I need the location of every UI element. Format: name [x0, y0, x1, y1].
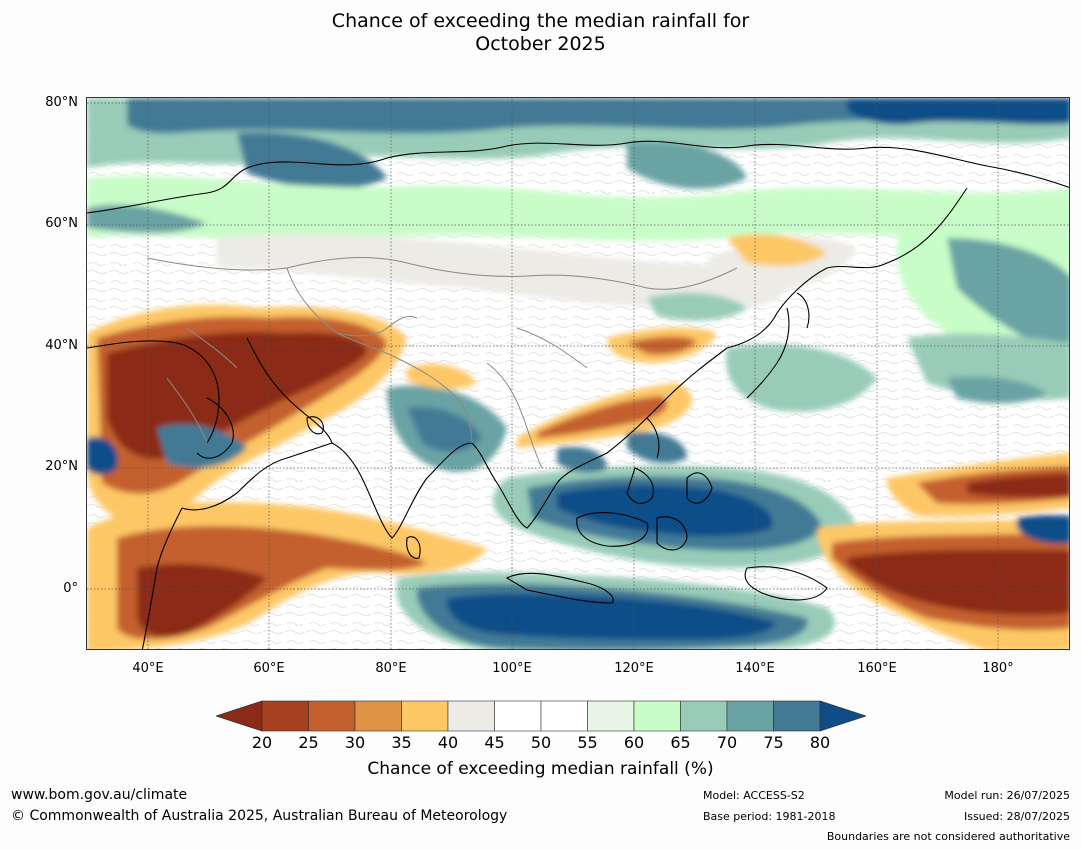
colorbar-cell [726, 700, 774, 732]
lon-label-140e: 140°E [735, 661, 775, 676]
lat-label-40n: 40°N [45, 338, 78, 353]
colorbar-tick-label: 20 [251, 733, 273, 752]
boundaries [146, 257, 738, 469]
rainfall-map [86, 97, 1070, 650]
rainfall-map-svg [87, 98, 1069, 649]
footer-base-period: Base period: 1981-2018 [703, 810, 836, 823]
colorbar-cells [261, 700, 821, 732]
colorbar-tick-label: 35 [391, 733, 412, 752]
colorbar-cell [494, 700, 542, 732]
colorbar-tick-label: 40 [437, 733, 459, 752]
footer-copyright: © Commonwealth of Australia 2025, Austra… [11, 808, 508, 824]
map-title-line1: Chance of exceeding the median rainfall … [331, 10, 750, 32]
colorbar-svg [214, 700, 868, 732]
lat-label-0: 0° [63, 581, 78, 596]
colorbar-above-triangle [819, 700, 868, 732]
lon-label-180: 180° [982, 661, 1014, 676]
footer-model-run: Model run: 26/07/2025 [944, 789, 1070, 802]
colorbar-cell [540, 700, 588, 732]
colorbar-tick-label: 65 [670, 733, 691, 752]
colorbar-tick-label: 75 [763, 733, 784, 752]
lon-label-40e: 40°E [132, 661, 164, 676]
footer-issued: Issued: 28/07/2025 [963, 810, 1070, 823]
footer-disclaimer: Boundaries are not considered authoritat… [826, 830, 1070, 843]
colorbar-cell [354, 700, 402, 732]
colorbar-tick-label: 80 [809, 733, 831, 752]
colorbar [214, 700, 868, 732]
colorbar-cell [308, 700, 356, 732]
lon-label-120e: 120°E [614, 661, 654, 676]
colorbar-cell [587, 700, 635, 732]
coastlines [87, 140, 1069, 649]
lat-label-60n: 60°N [45, 216, 78, 231]
colorbar-cell [633, 700, 681, 732]
graticule [87, 98, 1069, 649]
colorbar-below-triangle [214, 700, 263, 732]
colorbar-tick-label: 50 [530, 733, 552, 752]
footer-website: www.bom.gov.au/climate [11, 787, 188, 803]
colorbar-tick-label: 30 [344, 733, 366, 752]
lon-label-100e: 100°E [492, 661, 532, 676]
colorbar-cell [680, 700, 728, 732]
probability-field [87, 98, 1069, 649]
colorbar-tick-label: 45 [484, 733, 505, 752]
lat-label-20n: 20°N [45, 459, 78, 474]
lat-label-80n: 80°N [45, 95, 78, 110]
colorbar-tick-label: 55 [577, 733, 598, 752]
colorbar-cell [447, 700, 495, 732]
colorbar-cell [773, 700, 821, 732]
lon-label-80e: 80°E [375, 661, 407, 676]
map-title-line2: October 2025 [475, 33, 606, 55]
colorbar-tick-label: 60 [623, 733, 645, 752]
colorbar-tick-label: 25 [298, 733, 319, 752]
colorbar-cell [261, 700, 309, 732]
lon-label-60e: 60°E [253, 661, 285, 676]
colorbar-tick-label: 70 [716, 733, 738, 752]
map-title: Chance of exceeding the median rainfall … [0, 10, 1081, 56]
colorbar-cell [401, 700, 449, 732]
colorbar-label: Chance of exceeding median rainfall (%) [367, 759, 714, 779]
footer-model: Model: ACCESS-S2 [703, 789, 805, 802]
lon-label-160e: 160°E [857, 661, 897, 676]
